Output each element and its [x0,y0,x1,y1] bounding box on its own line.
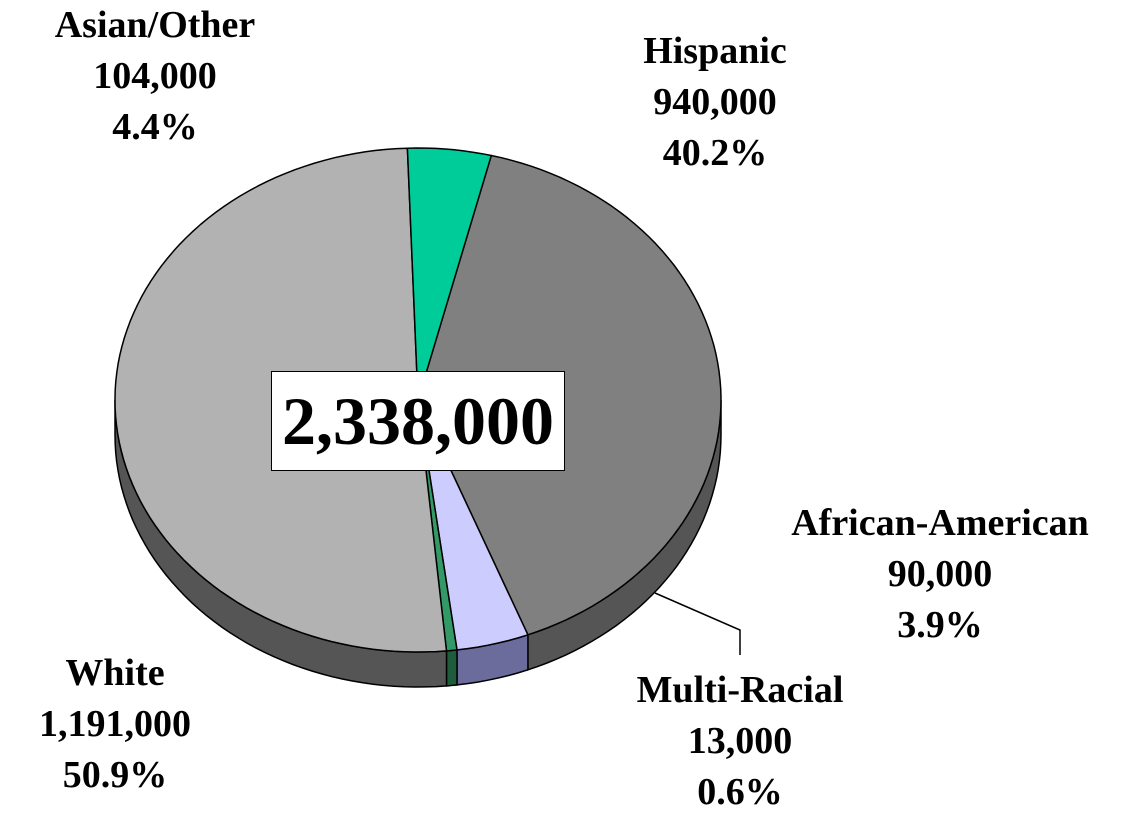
slice-label-value: 940,000 [653,81,777,123]
slice-label-percent: 50.9% [62,754,168,796]
pie-side-multi-racial [445,649,458,687]
slice-label-percent: 40.2% [662,132,768,174]
slice-label-name: White [65,652,165,694]
slice-label-value: 1,191,000 [39,703,191,745]
slice-label-name: Hispanic [643,30,787,72]
slice-label-hispanic: Hispanic 940,000 40.2% [580,26,850,179]
slice-label-name: Multi-Racial [636,669,844,711]
pie-depth-sides [114,399,722,688]
pie-slice-asian-other [406,147,493,401]
pie-slice-hispanic [417,154,722,636]
slice-label-white: White 1,191,000 50.9% [0,648,230,801]
multi-racial-leader-line [654,592,741,655]
slice-label-value: 13,000 [687,720,793,762]
slice-label-name: Asian/Other [54,4,256,46]
slice-label-percent: 4.4% [112,106,198,148]
slice-label-african-american: African-American 90,000 3.9% [745,498,1135,651]
slice-label-percent: 3.9% [897,604,983,646]
slice-label-multi-racial: Multi-Racial 13,000 0.6% [590,665,890,818]
slice-label-value: 90,000 [887,553,993,595]
slice-label-name: African-American [791,502,1089,544]
slice-label-percent: 0.6% [697,771,783,813]
total-value-box: 2,338,000 [271,371,565,471]
slice-label-asian-other: Asian/Other 104,000 4.4% [20,0,290,153]
slice-label-value: 104,000 [93,55,217,97]
